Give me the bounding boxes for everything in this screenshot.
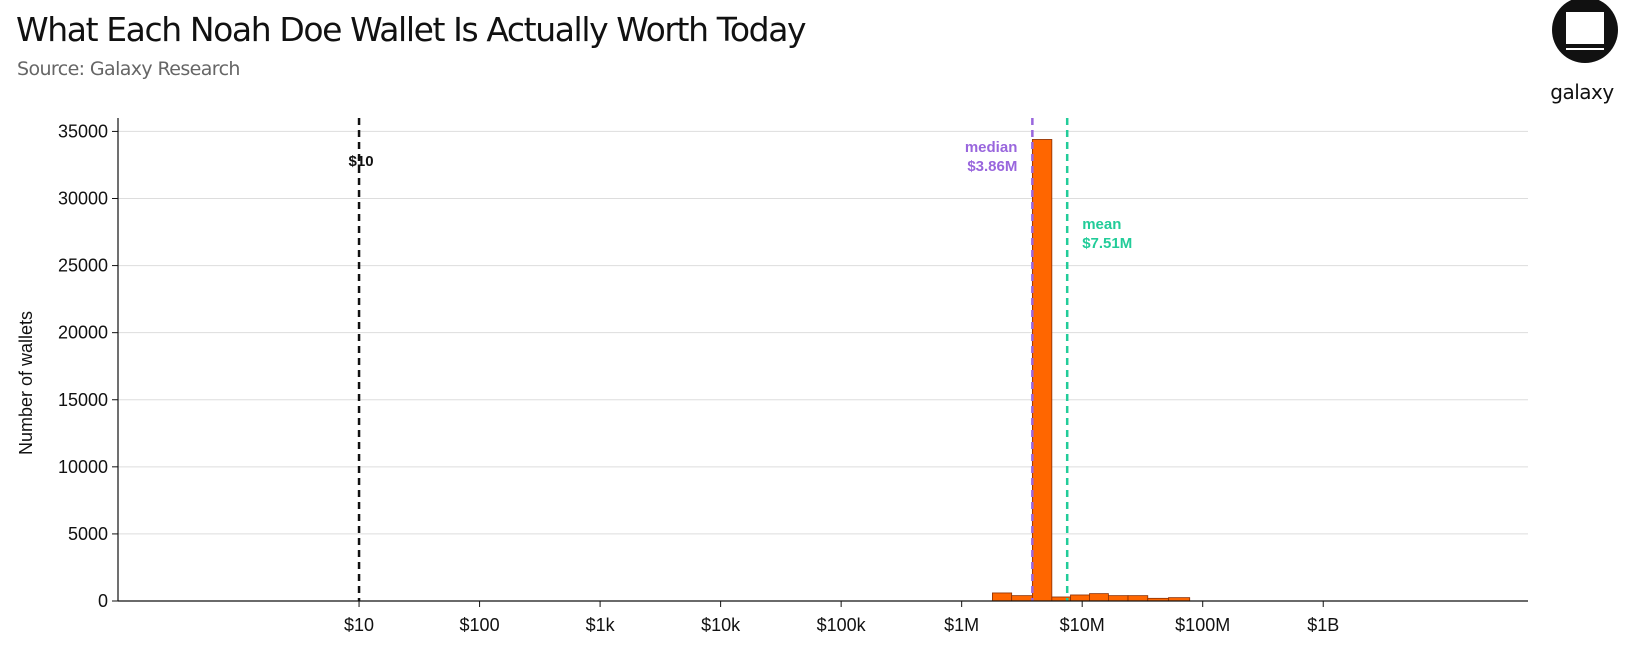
- galaxy-logo-text: galaxy: [1550, 80, 1614, 104]
- y-tick-label: 25000: [58, 256, 108, 276]
- x-tick-label: $1M: [944, 615, 979, 635]
- grid-lines: [118, 130, 1528, 535]
- histogram-bars: [992, 139, 1191, 602]
- x-tick-label: $10k: [701, 615, 741, 635]
- histogram-bar-0: [992, 592, 1013, 602]
- x-tick-label: $1k: [586, 615, 616, 635]
- y-tick-label: 5000: [68, 524, 108, 544]
- histogram-bar-6: [1107, 595, 1129, 602]
- y-tick-label: 20000: [58, 323, 108, 343]
- mean-label-value: $7.51M: [1082, 235, 1132, 252]
- reference-label: $10: [349, 153, 374, 170]
- y-tick-label: 0: [98, 591, 108, 611]
- y-tick-label: 35000: [58, 121, 108, 141]
- x-tick-label: $100: [460, 615, 500, 635]
- chart-title: What Each Noah Doe Wallet Is Actually Wo…: [16, 10, 807, 49]
- chart-subtitle: Source: Galaxy Research: [17, 58, 240, 80]
- median-label-value: $3.86M: [967, 158, 1017, 175]
- x-tick-label: $10M: [1060, 615, 1105, 635]
- median-label-title: median: [965, 139, 1018, 156]
- y-axis-label: Number of wallets: [16, 311, 36, 455]
- histogram-bar-7: [1127, 595, 1149, 602]
- histogram-bar-5: [1089, 593, 1109, 602]
- x-tick-label: $100M: [1175, 615, 1230, 635]
- mean-label-title: mean: [1082, 216, 1121, 233]
- histogram-bar-2: [1031, 139, 1053, 602]
- y-tick-label: 10000: [58, 457, 108, 477]
- histogram-bar-4: [1070, 594, 1090, 602]
- y-tick-label: 15000: [58, 390, 108, 410]
- x-tick-label: $100k: [817, 615, 867, 635]
- histogram-bar-1: [1011, 595, 1033, 602]
- y-tick-label: 30000: [58, 189, 108, 209]
- x-tick-label: $10: [344, 615, 374, 635]
- reference-lines: $10 median $3.86M mean $7.51M: [349, 118, 1132, 601]
- x-tick-label: $1B: [1307, 615, 1339, 635]
- galaxy-logo-icon: [1552, 0, 1618, 63]
